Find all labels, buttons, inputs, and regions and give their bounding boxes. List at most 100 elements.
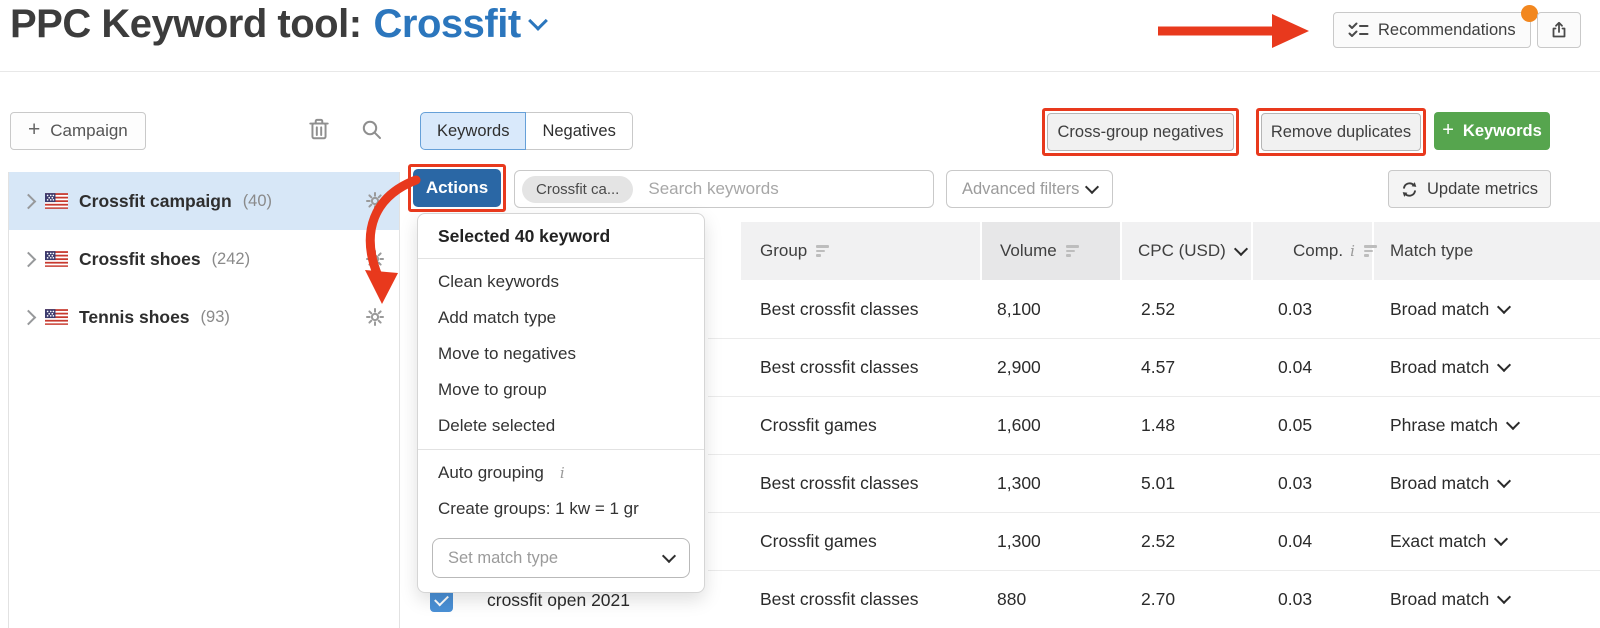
- set-match-type-select[interactable]: Set match type: [432, 538, 690, 578]
- campaign-name: Tennis shoes: [79, 307, 190, 328]
- comp-cell: 0.03: [1278, 280, 1312, 338]
- chevron-down-icon: [1497, 300, 1511, 314]
- column-header-label: CPC (USD): [1138, 241, 1226, 261]
- add-campaign-label: Campaign: [50, 121, 128, 141]
- menu-item-label: Add match type: [438, 308, 556, 328]
- grouping-menu-section: Auto grouping i Create groups: 1 kw = 1 …: [418, 449, 704, 532]
- campaign-count: (40): [243, 192, 272, 211]
- export-icon: [1550, 21, 1568, 39]
- table-row: Crossfit games 1,300 2.52 0.04 Exact mat…: [708, 512, 1600, 571]
- campaign-row-tennis-shoes[interactable]: Tennis shoes (93): [9, 288, 399, 346]
- chevron-right-icon[interactable]: [21, 193, 37, 209]
- chevron-down-icon: [1494, 532, 1508, 546]
- actions-highlight: Actions: [408, 164, 506, 212]
- campaign-settings-button[interactable]: [365, 249, 385, 269]
- chevron-down-icon: [1085, 180, 1099, 194]
- menu-item-auto-grouping[interactable]: Auto grouping i: [418, 455, 704, 491]
- gear-icon: [365, 249, 385, 269]
- add-keywords-button[interactable]: + Keywords: [1434, 112, 1550, 150]
- column-header-cpc[interactable]: CPC (USD): [1138, 222, 1246, 280]
- menu-item-delete-selected[interactable]: Delete selected: [418, 408, 704, 444]
- column-separator: [1120, 222, 1122, 280]
- cross-group-negatives-button[interactable]: Cross-group negatives: [1047, 113, 1234, 151]
- campaign-count: (242): [212, 250, 251, 269]
- column-header-group[interactable]: Group: [760, 222, 829, 280]
- search-campaigns-button[interactable]: [361, 119, 382, 143]
- update-metrics-label: Update metrics: [1427, 180, 1538, 199]
- delete-campaign-button[interactable]: [308, 117, 330, 144]
- match-type-label: Exact match: [1390, 531, 1486, 552]
- cpc-cell: 2.70: [1141, 570, 1175, 628]
- keyword-search-box: Crossfit ca...: [514, 170, 934, 208]
- campaign-settings-button[interactable]: [365, 307, 385, 327]
- tab-keywords[interactable]: Keywords: [420, 112, 526, 150]
- tab-keywords-label: Keywords: [437, 122, 509, 141]
- cpc-cell: 5.01: [1141, 454, 1175, 512]
- column-header-comp[interactable]: Comp. i: [1293, 222, 1377, 280]
- match-type-dropdown[interactable]: Exact match: [1390, 512, 1506, 570]
- group-cell: Best crossfit classes: [760, 338, 919, 396]
- table-row: Crossfit games 1,600 1.48 0.05 Phrase ma…: [708, 396, 1600, 455]
- advanced-filters-button[interactable]: Advanced filters: [946, 170, 1113, 208]
- filter-chip[interactable]: Crossfit ca...: [522, 176, 633, 203]
- project-selector[interactable]: Crossfit: [374, 2, 545, 47]
- column-header-label: Comp.: [1293, 241, 1343, 261]
- info-icon: i: [1350, 242, 1355, 260]
- match-type-dropdown[interactable]: Phrase match: [1390, 396, 1518, 454]
- search-keywords-input[interactable]: [646, 178, 926, 200]
- menu-item-create-groups[interactable]: Create groups: 1 kw = 1 gr: [418, 491, 704, 527]
- column-header-match-type[interactable]: Match type: [1390, 222, 1473, 280]
- plus-icon: +: [1442, 119, 1454, 142]
- campaign-row-crossfit-campaign[interactable]: Crossfit campaign (40): [9, 172, 399, 230]
- menu-item-clean-keywords[interactable]: Clean keywords: [418, 264, 704, 300]
- comp-cell: 0.03: [1278, 454, 1312, 512]
- match-type-label: Phrase match: [1390, 415, 1498, 436]
- add-campaign-button[interactable]: + Campaign: [10, 112, 146, 150]
- plus-icon: +: [28, 118, 40, 142]
- campaign-row-crossfit-shoes[interactable]: Crossfit shoes (242): [9, 230, 399, 288]
- us-flag-icon: [45, 193, 68, 209]
- gear-icon: [365, 307, 385, 327]
- cross-group-negatives-highlight: Cross-group negatives: [1042, 108, 1239, 156]
- match-type-label: Broad match: [1390, 589, 1489, 610]
- gear-icon: [365, 191, 385, 211]
- match-type-dropdown[interactable]: Broad match: [1390, 570, 1509, 628]
- column-header-volume[interactable]: Volume: [1000, 222, 1079, 280]
- column-separator: [1251, 222, 1253, 280]
- cpc-cell: 2.52: [1141, 512, 1175, 570]
- campaign-name: Crossfit shoes: [79, 249, 201, 270]
- remove-duplicates-button[interactable]: Remove duplicates: [1261, 113, 1421, 151]
- campaign-settings-button[interactable]: [365, 191, 385, 211]
- recommendations-button[interactable]: Recommendations: [1333, 12, 1531, 48]
- menu-item-label: Auto grouping: [438, 463, 544, 483]
- sort-icon: [816, 245, 829, 257]
- match-type-dropdown[interactable]: Broad match: [1390, 454, 1509, 512]
- keywords-negatives-tabs: Keywords Negatives: [420, 112, 633, 150]
- refresh-icon: [1401, 181, 1418, 198]
- comp-cell: 0.04: [1278, 338, 1312, 396]
- search-icon: [361, 119, 382, 140]
- match-type-dropdown[interactable]: Broad match: [1390, 280, 1509, 338]
- us-flag-icon: [45, 309, 68, 325]
- tab-negatives[interactable]: Negatives: [526, 112, 632, 150]
- menu-item-move-to-negatives[interactable]: Move to negatives: [418, 336, 704, 372]
- menu-item-label: Clean keywords: [438, 272, 559, 292]
- info-icon: i: [560, 464, 565, 482]
- sort-icon: [1364, 245, 1377, 257]
- match-type-label: Broad match: [1390, 473, 1489, 494]
- actions-button[interactable]: Actions: [413, 169, 501, 207]
- export-button[interactable]: [1537, 12, 1581, 48]
- chevron-right-icon[interactable]: [21, 251, 37, 267]
- chevron-down-icon: [528, 11, 548, 31]
- volume-cell: 1,600: [997, 396, 1041, 454]
- comp-cell: 0.05: [1278, 396, 1312, 454]
- cpc-cell: 2.52: [1141, 280, 1175, 338]
- update-metrics-button[interactable]: Update metrics: [1388, 170, 1551, 208]
- actions-label: Actions: [426, 178, 488, 198]
- match-type-dropdown[interactable]: Broad match: [1390, 338, 1509, 396]
- chevron-right-icon[interactable]: [21, 309, 37, 325]
- menu-item-add-match-type[interactable]: Add match type: [418, 300, 704, 336]
- menu-item-move-to-group[interactable]: Move to group: [418, 372, 704, 408]
- sort-icon: [1066, 245, 1079, 257]
- table-row: Best crossfit classes 8,100 2.52 0.03 Br…: [708, 280, 1600, 339]
